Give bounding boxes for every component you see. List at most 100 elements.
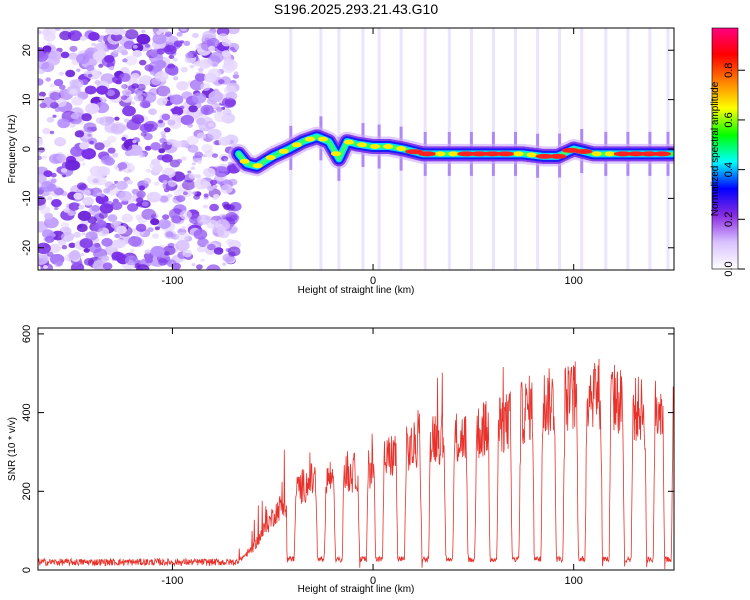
ridge-hotspot [252,163,263,169]
noise-blob [88,31,100,41]
ridge-hotspot [470,151,489,157]
noise-blob [176,231,190,242]
noise-blob [55,28,61,31]
noise-blob [43,170,53,178]
snr-frame [37,327,675,571]
noise-blob [158,119,164,124]
noise-blob [79,238,93,249]
noise-blob [71,96,84,106]
noise-blob [216,107,223,112]
colorbar-label: Normalized spectral amplitude [710,81,721,216]
noise-blob [166,259,177,268]
noise-blob [69,88,78,95]
noise-blob [54,107,61,113]
noise-blob [212,153,218,158]
noise-blob [203,193,209,198]
ridge-hotspot [239,158,250,164]
noise-blob [45,77,51,82]
noise-blob [43,265,48,269]
noise-blob [218,33,229,41]
noise-blob [162,214,170,220]
noise-blob [136,197,144,203]
noise-blob [207,68,222,79]
noise-blob [145,168,152,173]
noise-blob [42,48,51,55]
noise-blob [102,262,113,270]
noise-blob [195,174,202,179]
noise-blob [179,210,192,220]
noise-blob [136,264,150,270]
ridge-hotspot [526,152,537,158]
noise-blob [151,233,160,239]
noise-blob [143,120,158,132]
noise-blob [83,248,90,253]
noise-blob [192,191,198,195]
noise-blob [108,65,115,71]
noise-blob [141,29,146,34]
noise-blob [175,240,190,252]
noise-blob [57,118,70,129]
noise-blob [79,142,90,150]
noise-blob [194,151,204,159]
noise-blob [227,246,241,257]
noise-blob [132,195,137,199]
noise-blob [107,214,118,222]
ridge-hotspot [626,151,645,157]
noise-blob [49,83,55,88]
ridge-hotspot [317,136,328,142]
noise-blob [222,262,227,266]
noise-blob [152,164,163,173]
noise-blob [176,158,183,164]
noise-blob [121,84,127,89]
spectrogram-y-tick-label: -20 [21,240,33,256]
noise-blob [116,225,127,234]
noise-blob [113,49,119,55]
noise-blob [230,46,235,51]
noise-blob [81,148,96,160]
ridge-hotspot [483,151,502,157]
noise-blob [118,191,133,202]
noise-blob [147,227,154,233]
noise-blob [170,108,176,112]
noise-blob [207,243,216,251]
noise-blob [146,191,161,203]
noise-blob [107,147,116,154]
noise-blob [156,48,165,55]
noise-blob [204,150,214,158]
noise-blob [144,64,154,72]
noise-blob [168,180,177,187]
noise-blob [167,92,173,98]
noise-blob [114,116,120,121]
noise-blob [53,187,64,196]
noise-blob [218,247,224,252]
noise-blob [194,178,209,190]
noise-blob [69,123,76,128]
noise-blob [121,50,129,56]
noise-blob [176,81,189,91]
spectrogram-ridge [228,126,674,177]
noise-blob [104,55,115,63]
noise-blob [143,152,148,156]
noise-blob [94,42,108,53]
noise-blob [67,30,83,42]
noise-blob [56,153,67,162]
ridge-hotspot [304,136,315,142]
noise-blob [107,135,117,143]
noise-blob [141,208,156,220]
ridge-hotspot [435,151,446,157]
noise-blob [139,59,147,66]
noise-blob [63,207,70,213]
colorbar: 0.0 0.2 0.4 0.6 0.8 Normalized spectral ampl… [710,27,745,277]
snr-x-tick-label: -100 [161,575,183,587]
noise-blob [131,188,139,195]
noise-blob [85,103,100,115]
noise-blob [84,85,97,95]
noise-blob [199,70,203,74]
noise-blob [76,68,81,72]
noise-blob [88,205,103,216]
colorbar-tick-label: 0.2 [723,212,735,227]
noise-blob [167,119,176,126]
spectrogram-x-tick-label: -100 [161,275,183,287]
noise-blob [41,96,57,108]
